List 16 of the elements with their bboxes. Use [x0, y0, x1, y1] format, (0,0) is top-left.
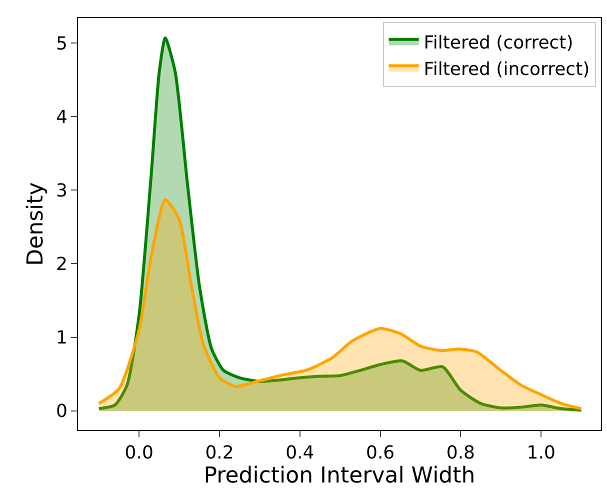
y-tick-label: 4 — [56, 106, 68, 128]
x-tick-label: 0.2 — [205, 442, 234, 464]
x-tick-label: 0.0 — [124, 442, 154, 464]
y-tick-label: 1 — [56, 328, 68, 349]
x-tick-label: 0.6 — [366, 442, 395, 464]
y-tick-label: 2 — [56, 254, 68, 276]
y-tick-label: 0 — [56, 401, 68, 422]
y-tick-label: 3 — [56, 180, 68, 202]
y-tick-label: 5 — [56, 33, 68, 54]
x-tick-label: 0.4 — [286, 442, 314, 464]
legend-label: Filtered (correct) — [424, 32, 574, 54]
x-tick-label: 1.0 — [526, 442, 556, 464]
y-axis-title: Density — [24, 182, 49, 266]
x-tick-label: 0.8 — [446, 442, 476, 464]
x-axis-title: Prediction Interval Width — [204, 464, 476, 489]
legend-label: Filtered (incorrect) — [424, 58, 590, 80]
